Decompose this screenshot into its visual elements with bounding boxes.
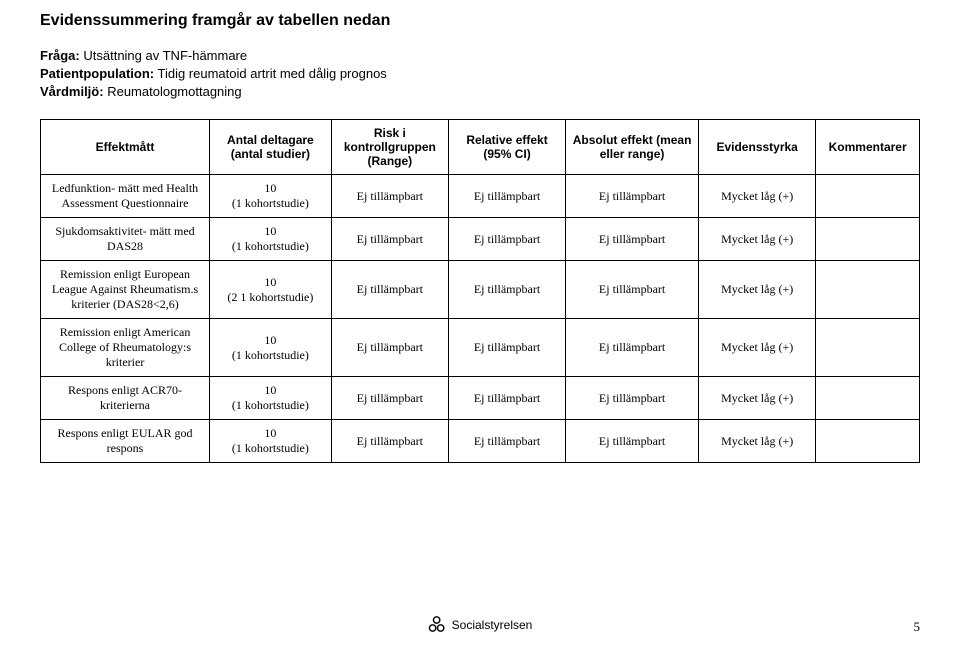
- table-row: Respons enligt ACR70-kriterierna10(1 koh…: [41, 377, 920, 420]
- table-row: Remission enligt American College of Rhe…: [41, 319, 920, 377]
- page-footer: Socialstyrelsen 5: [40, 619, 920, 635]
- cell-kommentar: [816, 319, 920, 377]
- cell-ej: Ej tillämpbart: [566, 319, 699, 377]
- th-antal: Antal deltagare (antal studier): [210, 120, 332, 175]
- cell-evidens: Mycket låg (+): [699, 420, 816, 463]
- fraga-label: Fråga:: [40, 48, 80, 63]
- th-absolut: Absolut effekt (mean eller range): [566, 120, 699, 175]
- patient-value: Tidig reumatoid artrit med dålig prognos: [158, 66, 387, 81]
- cell-effektmatt: Remission enligt American College of Rhe…: [41, 319, 210, 377]
- th-kommentarer: Kommentarer: [816, 120, 920, 175]
- th-relative: Relative effekt (95% CI): [448, 120, 565, 175]
- cell-kommentar: [816, 420, 920, 463]
- cell-effektmatt: Ledfunktion- mätt med Health Assessment …: [41, 175, 210, 218]
- cell-antal: 10(2 1 kohortstudie): [210, 261, 332, 319]
- intro-fraga: Fråga: Utsättning av TNF-hämmare: [40, 48, 920, 63]
- cell-ej: Ej tillämpbart: [448, 261, 565, 319]
- patient-label: Patientpopulation:: [40, 66, 154, 81]
- cell-ej: Ej tillämpbart: [331, 175, 448, 218]
- intro-vardmiljo: Vårdmiljö: Reumatologmottagning: [40, 84, 920, 99]
- footer-logo-block: Socialstyrelsen: [428, 615, 533, 635]
- cell-evidens: Mycket låg (+): [699, 175, 816, 218]
- cell-effektmatt: Respons enligt EULAR god respons: [41, 420, 210, 463]
- cell-ej: Ej tillämpbart: [448, 175, 565, 218]
- cell-antal: 10(1 kohortstudie): [210, 175, 332, 218]
- table-header-row: Effektmått Antal deltagare (antal studie…: [41, 120, 920, 175]
- table-row: Respons enligt EULAR god respons10(1 koh…: [41, 420, 920, 463]
- cell-ej: Ej tillämpbart: [331, 319, 448, 377]
- th-effektmatt: Effektmått: [41, 120, 210, 175]
- th-risk: Risk i kontrollgruppen (Range): [331, 120, 448, 175]
- cell-ej: Ej tillämpbart: [448, 420, 565, 463]
- cell-evidens: Mycket låg (+): [699, 218, 816, 261]
- footer-org: Socialstyrelsen: [452, 618, 533, 632]
- cell-ej: Ej tillämpbart: [448, 218, 565, 261]
- page-number: 5: [914, 619, 921, 635]
- fraga-value: Utsättning av TNF-hämmare: [83, 48, 247, 63]
- cell-antal: 10(1 kohortstudie): [210, 420, 332, 463]
- intro-patient: Patientpopulation: Tidig reumatoid artri…: [40, 66, 920, 81]
- cell-antal: 10(1 kohortstudie): [210, 218, 332, 261]
- cell-antal: 10(1 kohortstudie): [210, 319, 332, 377]
- th-evidens: Evidensstyrka: [699, 120, 816, 175]
- cell-ej: Ej tillämpbart: [331, 420, 448, 463]
- cell-ej: Ej tillämpbart: [566, 175, 699, 218]
- cell-ej: Ej tillämpbart: [448, 319, 565, 377]
- table-row: Ledfunktion- mätt med Health Assessment …: [41, 175, 920, 218]
- cell-ej: Ej tillämpbart: [331, 218, 448, 261]
- cell-evidens: Mycket låg (+): [699, 261, 816, 319]
- cell-kommentar: [816, 175, 920, 218]
- table-body: Ledfunktion- mätt med Health Assessment …: [41, 175, 920, 463]
- cell-ej: Ej tillämpbart: [566, 420, 699, 463]
- cell-antal: 10(1 kohortstudie): [210, 377, 332, 420]
- cell-evidens: Mycket låg (+): [699, 319, 816, 377]
- cell-ej: Ej tillämpbart: [331, 377, 448, 420]
- table-row: Sjukdomsaktivitet- mätt med DAS2810(1 ko…: [41, 218, 920, 261]
- cell-effektmatt: Sjukdomsaktivitet- mätt med DAS28: [41, 218, 210, 261]
- cell-kommentar: [816, 218, 920, 261]
- vardmiljo-label: Vårdmiljö:: [40, 84, 104, 99]
- cell-ej: Ej tillämpbart: [331, 261, 448, 319]
- cell-ej: Ej tillämpbart: [566, 261, 699, 319]
- page-title: Evidenssummering framgår av tabellen ned…: [40, 12, 920, 30]
- vardmiljo-value: Reumatologmottagning: [107, 84, 241, 99]
- cell-kommentar: [816, 261, 920, 319]
- cell-effektmatt: Remission enligt European League Against…: [41, 261, 210, 319]
- cell-ej: Ej tillämpbart: [448, 377, 565, 420]
- socialstyrelsen-logo-icon: [428, 615, 446, 635]
- cell-kommentar: [816, 377, 920, 420]
- table-row: Remission enligt European League Against…: [41, 261, 920, 319]
- cell-ej: Ej tillämpbart: [566, 218, 699, 261]
- cell-evidens: Mycket låg (+): [699, 377, 816, 420]
- page-container: Evidenssummering framgår av tabellen ned…: [0, 0, 960, 651]
- evidence-table: Effektmått Antal deltagare (antal studie…: [40, 119, 920, 463]
- cell-ej: Ej tillämpbart: [566, 377, 699, 420]
- cell-effektmatt: Respons enligt ACR70-kriterierna: [41, 377, 210, 420]
